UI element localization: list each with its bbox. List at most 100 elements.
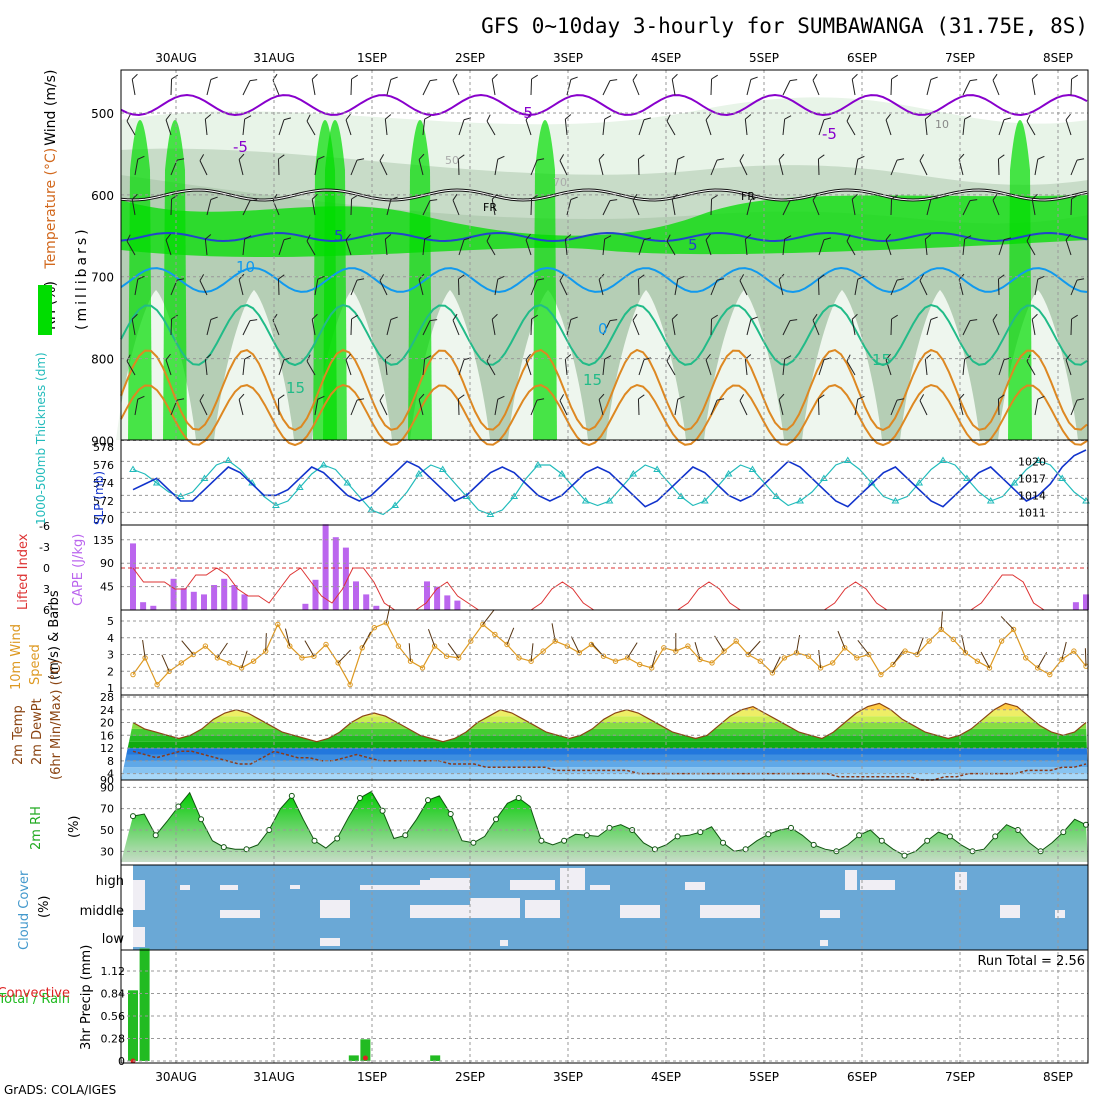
wind-barb <box>206 316 218 336</box>
chart-title: GFS 0~10day 3-hourly for SUMBAWANGA (31.… <box>481 14 1088 38</box>
temp-band <box>121 722 1088 729</box>
wind-barb <box>638 237 652 256</box>
wind-barb <box>919 394 928 416</box>
p1-ytick-label: 500 <box>91 107 114 121</box>
wind-barb <box>602 235 612 256</box>
wind-barb-staff <box>126 360 136 376</box>
cape-bar <box>1083 594 1089 610</box>
p5-ylabel: (6hr Min/Max) (°C) <box>49 660 64 780</box>
wind-barb-flag <box>671 313 678 320</box>
wind-barb-flag <box>818 394 825 400</box>
wind-barb <box>165 113 172 136</box>
p8-ytick: 1.12 <box>101 965 126 978</box>
slp-line <box>132 449 1087 508</box>
wind10m-barb <box>818 649 822 668</box>
wind-barb-flag <box>452 313 458 321</box>
wind-barb-staff <box>638 239 645 256</box>
wind-barb <box>422 79 438 96</box>
rh-moist-column <box>163 120 187 440</box>
rh2m-point <box>992 833 999 840</box>
rh2m-point <box>878 837 885 844</box>
wind10m-barb-staff <box>916 637 924 655</box>
rh2m-point <box>810 841 817 848</box>
wind-barb <box>890 278 905 296</box>
wind10m-barb-staff <box>591 642 604 657</box>
wind-barb-staff <box>457 278 460 296</box>
p1-axis-label: (millibars) <box>74 226 90 330</box>
wind-barb-flag <box>1076 158 1085 161</box>
wind-barb-flag <box>536 398 545 401</box>
wind-barb-staff <box>165 239 172 256</box>
wind-barb-flag <box>283 237 292 241</box>
wind10m-barb-staff <box>447 643 460 659</box>
wind-barb-flag <box>823 237 832 241</box>
wind-barb-flag <box>244 235 252 240</box>
wind-barb-staff <box>1034 279 1039 296</box>
wind-barb-staff <box>170 78 173 96</box>
p5-ytick: 90 <box>100 774 114 787</box>
wind-barb <box>165 353 172 376</box>
wind10m-barb-staff <box>427 629 436 647</box>
wind10m-barb-staff <box>837 630 846 648</box>
p3-ytick-right: 45 <box>100 581 114 594</box>
wind-barb-flag <box>919 154 925 161</box>
wind-barb-staff <box>491 199 496 216</box>
wind-barb-staff <box>926 79 932 96</box>
wind-barb-flag <box>126 354 131 362</box>
wind-barb-staff <box>962 359 966 376</box>
wind-barb <box>386 196 398 216</box>
wind-barb-staff <box>350 399 358 416</box>
wind-barb-staff <box>242 320 251 336</box>
wind10m-point <box>480 621 486 628</box>
wind-barb-flag <box>992 193 998 201</box>
wind-barb <box>602 115 612 136</box>
wind10m-point <box>371 625 377 631</box>
p2-ytick-left: 574 <box>93 477 114 490</box>
wind-barb-flag <box>131 193 138 200</box>
wind-barb-staff <box>637 158 640 176</box>
rh2m-point <box>379 807 386 814</box>
wind-barb-flag <box>210 196 218 200</box>
wind-barb-flag <box>1031 193 1038 200</box>
wind-barb-staff <box>818 119 825 136</box>
wind-barb-flag <box>278 274 285 280</box>
wind-barb-staff <box>602 119 606 136</box>
wind-barb-flag <box>666 114 671 122</box>
wind-barb-staff <box>705 239 712 256</box>
wind-barb <box>1070 158 1085 176</box>
wind-barb-flag <box>1031 73 1038 80</box>
wind-barb-staff <box>890 318 893 336</box>
p3-ytick-left: -3 <box>39 541 50 554</box>
rh2m-point <box>402 832 409 839</box>
wind-barb-staff <box>992 79 1000 96</box>
wind10m-barb-staff <box>651 650 658 669</box>
wind-barb-staff <box>242 200 251 216</box>
wind-barb-flag <box>896 398 905 401</box>
wind-barb-flag <box>311 313 318 320</box>
wind-barb-flag <box>238 153 245 160</box>
rh2m-point <box>538 837 545 844</box>
wind-barb-flag <box>429 79 438 82</box>
wind-barb-flag <box>711 74 718 80</box>
wind-barb-staff <box>602 239 606 256</box>
wind10m-barb <box>627 642 638 659</box>
wind10m-point <box>1035 665 1041 671</box>
wind-barb <box>277 154 285 176</box>
wind10m-point <box>830 660 836 666</box>
wind-barb-flag <box>851 73 858 80</box>
wind-barb <box>851 193 858 216</box>
cape-bar <box>211 585 218 610</box>
cape-bar <box>353 581 359 610</box>
contour-label: 0 <box>598 320 608 338</box>
wind10m-point <box>275 621 281 628</box>
wind-barb-staff <box>525 239 532 256</box>
wind-barb-staff <box>486 120 496 136</box>
p3-ytick-left: 6 <box>43 604 50 617</box>
wind-barb-flag <box>666 354 671 362</box>
cloud-level-label: low <box>102 932 125 947</box>
p5-ytick: 4 <box>107 768 114 781</box>
wind-barb-flag <box>716 158 725 161</box>
wind10m-point <box>419 665 426 671</box>
wind-barb-flag <box>379 394 385 401</box>
